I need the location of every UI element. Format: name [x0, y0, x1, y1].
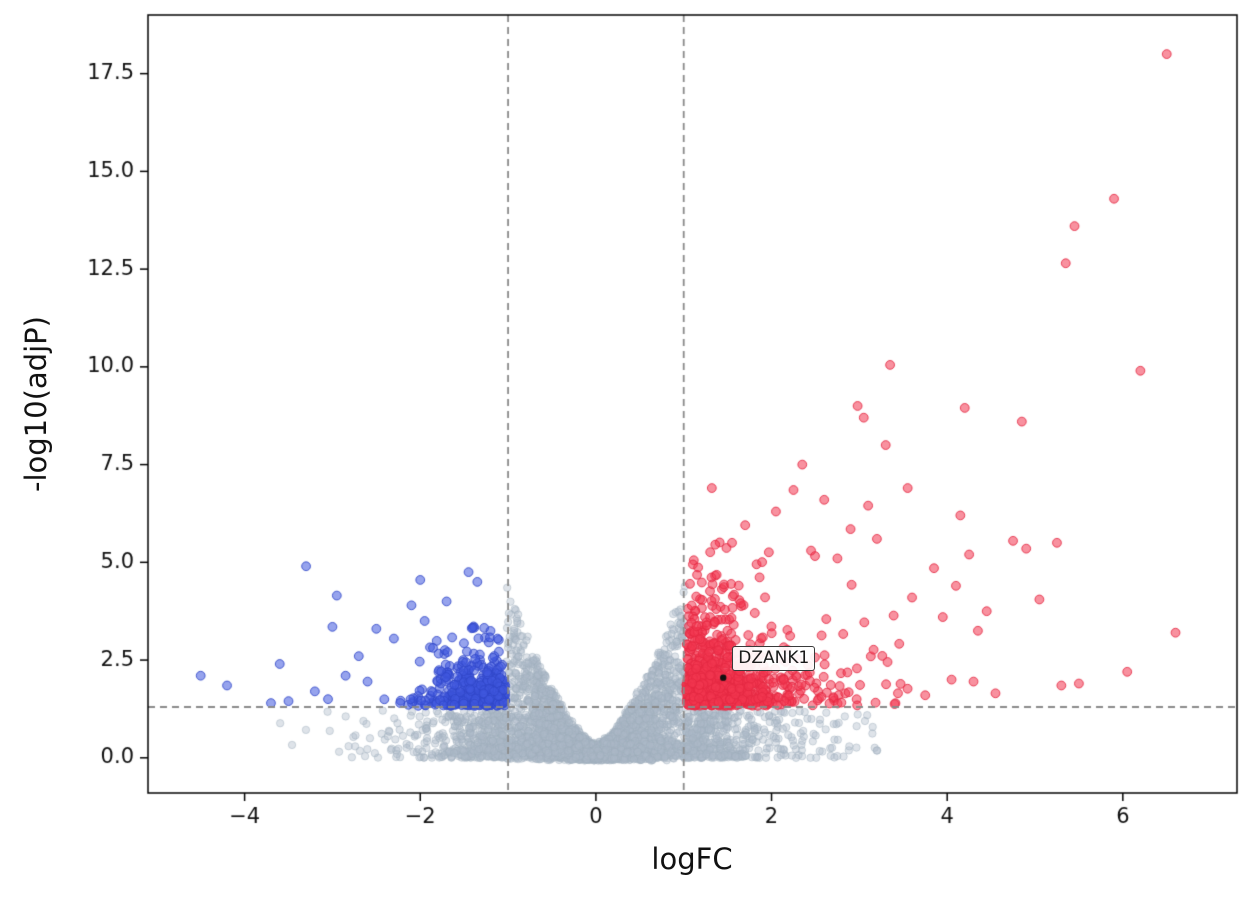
gene-annotation-label: DZANK1 — [732, 645, 816, 671]
y-axis-label: -log10(adjP) — [19, 316, 53, 492]
x-axis-label: logFC — [651, 842, 733, 876]
